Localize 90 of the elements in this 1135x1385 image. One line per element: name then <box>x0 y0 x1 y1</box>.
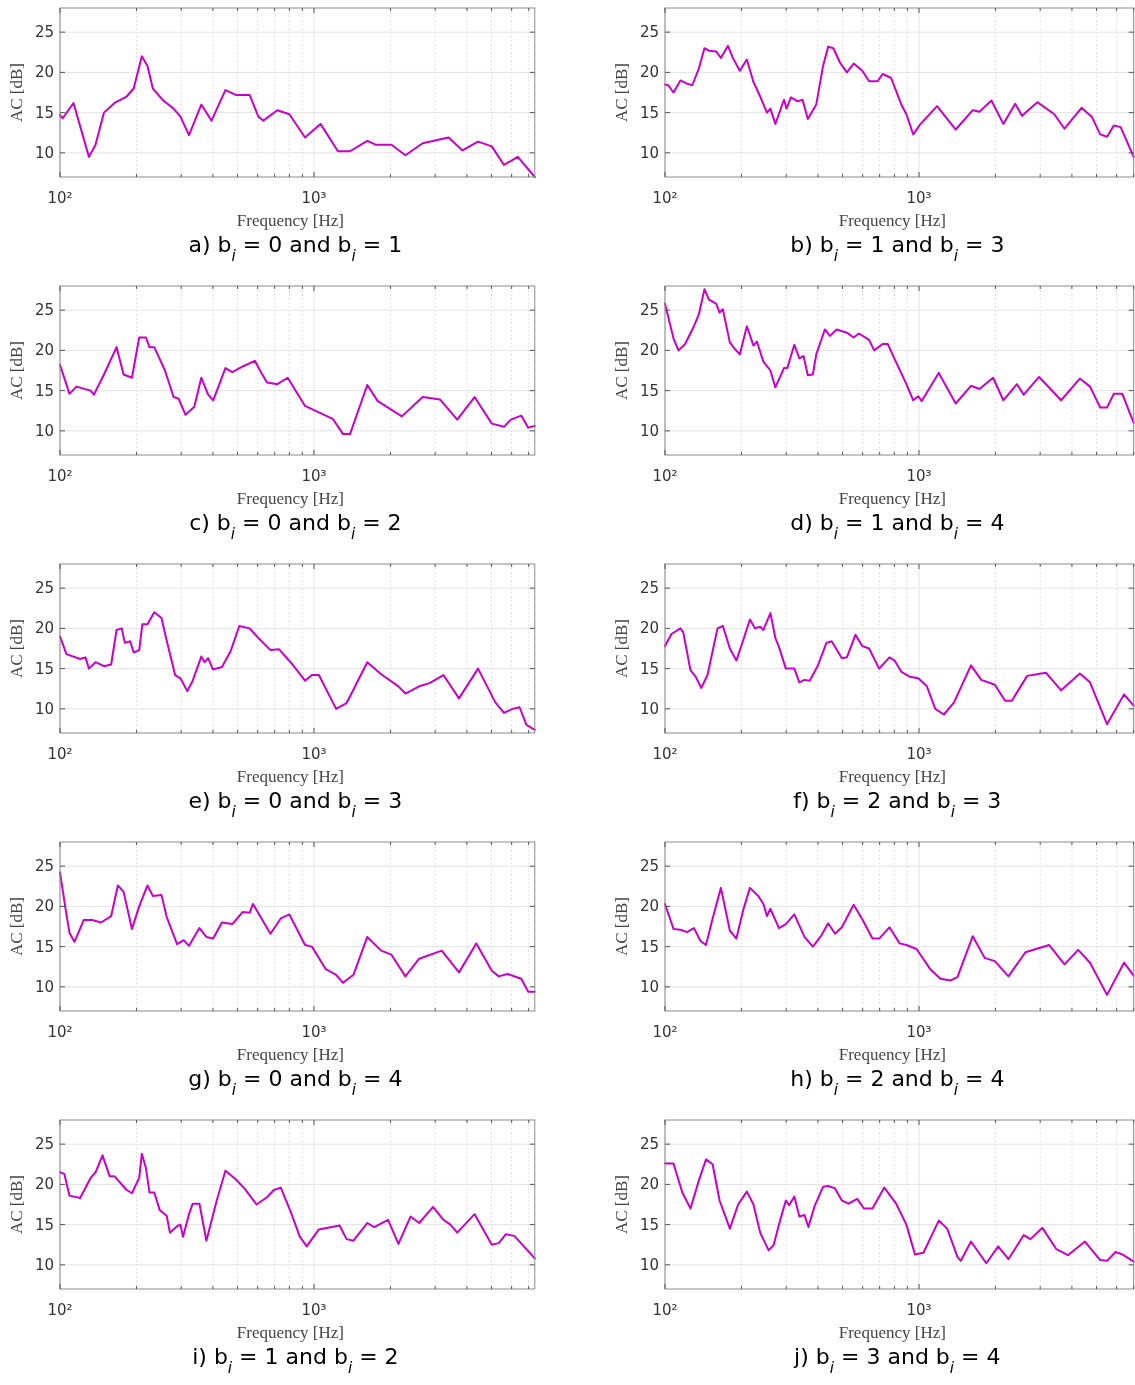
x-tick-label: 10³ <box>301 745 327 763</box>
y-tick-label: 20 <box>639 341 659 360</box>
x-tick-label: 10³ <box>906 1023 932 1041</box>
y-axis-title: AC [dB] <box>7 896 26 957</box>
y-tick-label: 10 <box>34 1255 54 1274</box>
x-tick-label: 10³ <box>906 1301 932 1319</box>
y-tick-label: 25 <box>639 1135 659 1154</box>
y-tick-label: 15 <box>639 103 659 122</box>
x-axis-title: Frequency [Hz] <box>236 767 344 786</box>
y-tick-label: 25 <box>639 301 659 320</box>
y-tick-label: 15 <box>639 381 659 400</box>
text: d) b$_{i}$ = 1 and b$_{i}$ = 4 <box>790 510 1005 543</box>
x-axis-title: Frequency [Hz] <box>838 489 946 508</box>
y-tick-label: 15 <box>639 1215 659 1234</box>
y-tick-label: 20 <box>34 897 54 916</box>
y-axis-title: AC [dB] <box>7 618 26 679</box>
y-tick-label: 20 <box>34 1175 54 1194</box>
y-tick-label: 15 <box>34 381 54 400</box>
y-axis-title: AC [dB] <box>7 1174 26 1235</box>
x-tick-label: 10³ <box>906 467 932 485</box>
x-tick-label: 10³ <box>301 1023 327 1041</box>
x-axis-title: Frequency [Hz] <box>236 211 344 230</box>
text: g) b$_{i}$ = 0 and b$_{i}$ = 4 <box>188 1066 403 1099</box>
text: h) b$_{i}$ = 2 and b$_{i}$ = 4 <box>790 1066 1005 1099</box>
y-tick-label: 10 <box>34 421 54 440</box>
y-axis-title: AC [dB] <box>612 62 631 123</box>
y-tick-label: 20 <box>34 619 54 638</box>
y-tick-label: 20 <box>639 63 659 82</box>
y-tick-label: 25 <box>639 579 659 598</box>
x-axis-title: Frequency [Hz] <box>236 1045 344 1064</box>
y-tick-label: 20 <box>639 897 659 916</box>
y-tick-label: 10 <box>639 977 659 996</box>
y-tick-label: 10 <box>639 143 659 162</box>
x-axis-title: Frequency [Hz] <box>838 767 946 786</box>
y-tick-label: 10 <box>639 1255 659 1274</box>
x-tick-label: 10³ <box>906 745 932 763</box>
y-tick-label: 25 <box>34 301 54 320</box>
y-tick-label: 10 <box>34 977 54 996</box>
y-tick-label: 10 <box>639 421 659 440</box>
text: b) b$_{i}$ = 1 and b$_{i}$ = 3 <box>790 232 1005 265</box>
y-tick-label: 25 <box>34 857 54 876</box>
y-tick-label: 20 <box>639 619 659 638</box>
x-tick-label: 10³ <box>301 1301 327 1319</box>
x-tick-label: 10² <box>47 1023 73 1041</box>
y-tick-label: 25 <box>34 23 54 42</box>
y-tick-label: 15 <box>639 937 659 956</box>
text: j) b$_{i}$ = 3 and b$_{i}$ = 4 <box>793 1344 1001 1377</box>
y-axis-title: AC [dB] <box>7 62 26 123</box>
y-tick-label: 15 <box>639 659 659 678</box>
x-axis-title: Frequency [Hz] <box>838 1045 946 1064</box>
y-tick-label: 10 <box>34 699 54 718</box>
x-tick-label: 10² <box>652 467 678 485</box>
x-tick-label: 10² <box>652 189 678 207</box>
x-axis-title: Frequency [Hz] <box>236 489 344 508</box>
x-tick-label: 10² <box>47 1301 73 1319</box>
x-tick-label: 10³ <box>906 189 932 207</box>
y-tick-label: 20 <box>639 1175 659 1194</box>
y-tick-label: 15 <box>34 937 54 956</box>
x-tick-label: 10² <box>652 1023 678 1041</box>
y-tick-label: 25 <box>639 857 659 876</box>
y-axis-title: AC [dB] <box>612 340 631 401</box>
y-tick-label: 15 <box>34 659 54 678</box>
x-tick-label: 10² <box>47 745 73 763</box>
x-axis-title: Frequency [Hz] <box>236 1323 344 1342</box>
y-tick-label: 20 <box>34 341 54 360</box>
x-tick-label: 10³ <box>301 467 327 485</box>
x-tick-label: 10³ <box>301 189 327 207</box>
x-axis-title: Frequency [Hz] <box>838 1323 946 1342</box>
y-tick-label: 10 <box>639 699 659 718</box>
y-tick-label: 25 <box>639 23 659 42</box>
y-axis-title: AC [dB] <box>612 618 631 679</box>
x-tick-label: 10² <box>652 1301 678 1319</box>
text: c) b$_{i}$ = 0 and b$_{i}$ = 2 <box>189 510 402 543</box>
x-tick-label: 10² <box>652 745 678 763</box>
text: f) b$_{i}$ = 2 and b$_{i}$ = 3 <box>793 788 1002 821</box>
y-axis-title: AC [dB] <box>7 340 26 401</box>
x-axis-title: Frequency [Hz] <box>838 211 946 230</box>
y-tick-label: 10 <box>34 143 54 162</box>
text: i) b$_{i}$ = 1 and b$_{i}$ = 2 <box>192 1344 399 1377</box>
text: a) b$_{i}$ = 0 and b$_{i}$ = 1 <box>188 232 403 265</box>
x-tick-label: 10² <box>47 189 73 207</box>
y-axis-title: AC [dB] <box>612 896 631 957</box>
y-tick-label: 25 <box>34 1135 54 1154</box>
y-tick-label: 25 <box>34 579 54 598</box>
y-tick-label: 20 <box>34 63 54 82</box>
x-tick-label: 10² <box>47 467 73 485</box>
y-tick-label: 15 <box>34 103 54 122</box>
y-tick-label: 15 <box>34 1215 54 1234</box>
text: e) b$_{i}$ = 0 and b$_{i}$ = 3 <box>188 788 403 821</box>
y-axis-title: AC [dB] <box>612 1174 631 1235</box>
